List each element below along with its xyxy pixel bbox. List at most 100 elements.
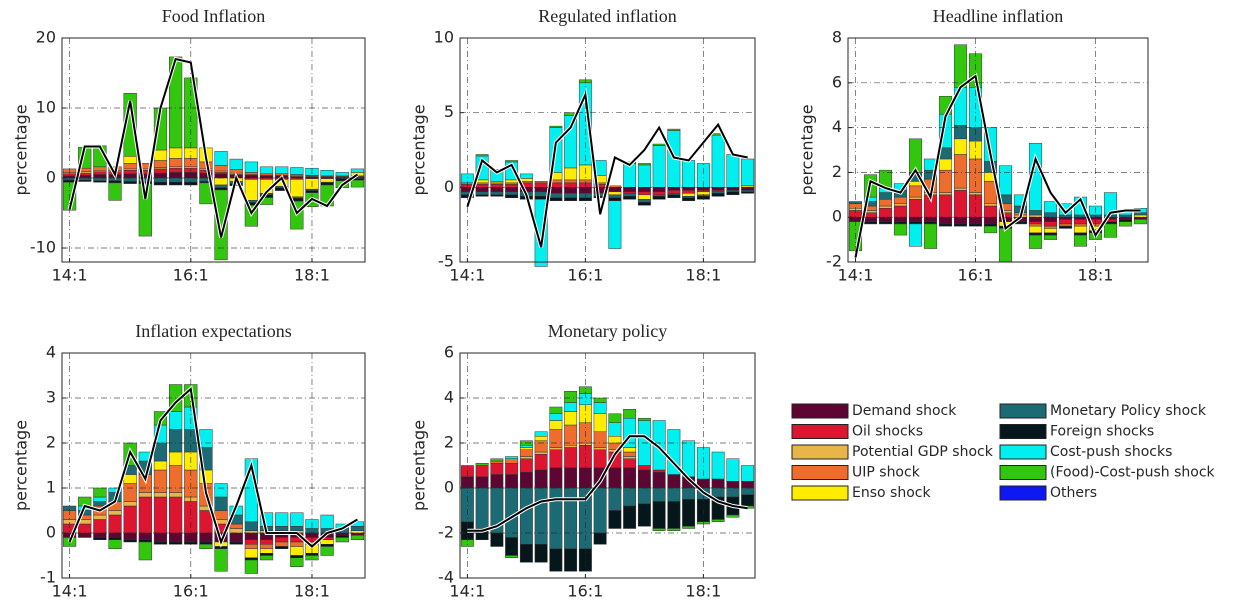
bar-segment [335, 537, 349, 543]
bar-segment [741, 187, 755, 191]
bar-segment [290, 179, 304, 198]
bar-segment [908, 185, 923, 198]
bar-segment [108, 180, 122, 184]
bar-segment [123, 505, 137, 534]
line [68, 57, 358, 238]
bar-segment [1028, 232, 1043, 236]
bar-segment [593, 397, 607, 403]
bar-segment [549, 449, 563, 468]
x-tick-label: 18:1 [294, 582, 330, 601]
y-tick-label: 8 [832, 28, 842, 47]
bar-segment [153, 496, 168, 534]
bar-segment [519, 173, 533, 179]
bar-segment [534, 451, 548, 455]
bar-segment [475, 463, 489, 466]
y-tick-label: 1 [46, 478, 56, 497]
bar-segment [505, 456, 519, 459]
y-tick-label: 0 [832, 207, 842, 226]
y-tick-label: -2 [438, 523, 454, 542]
bar-segment [983, 223, 998, 227]
bar-segment [350, 526, 365, 531]
bar-segment [184, 501, 198, 534]
plot-area [848, 38, 1148, 262]
bar-segment [259, 553, 274, 556]
bar-segment [637, 163, 651, 166]
x-tick-label: 16:1 [567, 266, 603, 285]
bar-segment [711, 187, 725, 191]
bar-segment [505, 537, 519, 556]
bar-segment [593, 487, 607, 534]
legend-label: Cost-push shocks [1050, 444, 1172, 460]
legend-swatch [791, 465, 849, 480]
bar-segment [593, 431, 607, 448]
bar-segment [244, 544, 258, 549]
bar-segment [623, 456, 637, 459]
bar-segment [169, 177, 183, 183]
bar-segment [229, 528, 243, 534]
bar-segment [290, 557, 304, 567]
bar-segment [593, 402, 607, 414]
bar-segment [549, 420, 563, 430]
bar-segment [350, 168, 365, 173]
bar-segment [169, 492, 183, 498]
y-tick-label: 0 [444, 177, 454, 196]
bar-segment [169, 158, 183, 168]
bar-segment [505, 194, 519, 199]
bar-segment [123, 532, 137, 540]
bar-segment [138, 532, 152, 540]
legend-swatch [999, 424, 1047, 439]
bar-segment [505, 474, 519, 489]
bar-segment [93, 537, 107, 540]
bar-segment [229, 169, 243, 174]
legend-label: Others [1050, 485, 1097, 501]
bar-segment [490, 458, 504, 462]
bar-segment [998, 228, 1013, 263]
bar-segment [608, 413, 622, 423]
bar-segment [637, 187, 651, 193]
y-tick-label: 10 [36, 98, 56, 117]
bar-segment [908, 223, 923, 247]
x-tick-label: 18:1 [685, 266, 721, 285]
bar-segment [667, 528, 681, 531]
x-tick-label: 14:1 [449, 582, 485, 601]
bar-segment [305, 528, 319, 534]
bar-segment [169, 532, 183, 543]
bar-segment [938, 158, 953, 171]
bar-segment [290, 526, 304, 531]
bar-segment [169, 451, 183, 466]
bar-segment [534, 431, 548, 437]
bar-segment [637, 469, 651, 489]
bar-segment [519, 458, 533, 473]
bar-segment [169, 147, 183, 159]
bar-segment [908, 196, 923, 200]
bar-segment [893, 203, 908, 207]
bar-segment [953, 223, 968, 227]
bar-segment [938, 169, 953, 193]
legend-swatch [999, 444, 1047, 460]
legend-label: Potential GDP shock [852, 444, 994, 460]
bar-segment [652, 196, 666, 200]
bar-segment [138, 496, 152, 534]
bar-segment [711, 478, 725, 489]
bar-segment [667, 187, 681, 191]
bar-segment [741, 191, 755, 194]
bar-segment [475, 184, 489, 188]
bar-segment [623, 467, 637, 489]
bar-segment [549, 429, 563, 448]
axes-box [61, 37, 366, 263]
x-tick-label: 14:1 [449, 266, 485, 285]
x-tick-label: 14:1 [52, 266, 88, 285]
bar-segment [244, 179, 258, 201]
bar-segment [608, 197, 622, 202]
bar-segment [519, 449, 533, 457]
bar-segment [169, 429, 183, 453]
bar-segment [608, 467, 622, 489]
bar-segment [667, 429, 681, 475]
y-tick-label: 10 [434, 28, 454, 47]
legend-swatch [999, 485, 1047, 501]
bar-segment [564, 179, 578, 184]
bar-segment [938, 192, 953, 196]
bar-segment [1073, 219, 1088, 225]
bar-segment [564, 411, 578, 426]
